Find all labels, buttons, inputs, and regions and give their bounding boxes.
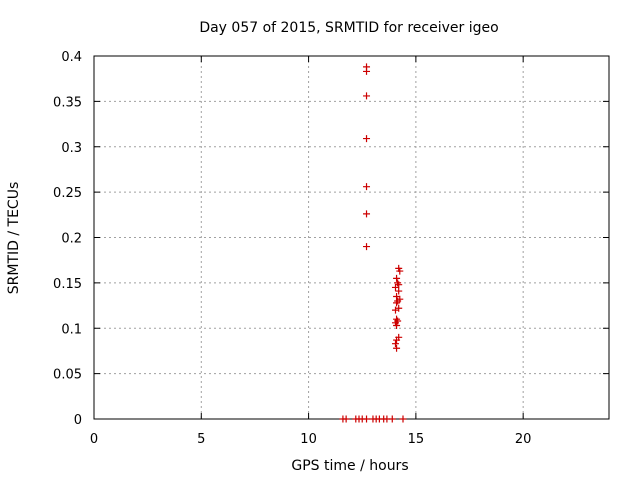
- data-point: [363, 92, 371, 100]
- data-point: [393, 336, 401, 344]
- data-point: [363, 210, 371, 218]
- y-tick-label: 0.25: [53, 186, 82, 201]
- data-point: [388, 415, 396, 423]
- data-point: [391, 306, 399, 314]
- data-point: [363, 243, 371, 251]
- data-point: [393, 322, 401, 330]
- x-tick-label: 20: [515, 432, 532, 447]
- data-point: [393, 344, 401, 352]
- data-point: [393, 315, 401, 323]
- axis-ticks: 0 0.05 0.1 0.15 0.2 0.25 0.3 0.35 0.4 0 5 10 15 20: [53, 50, 609, 447]
- x-tick-label: 0: [90, 432, 98, 447]
- x-axis-label: GPS time / hours: [291, 458, 408, 474]
- y-tick-label: 0.3: [61, 141, 82, 156]
- x-tick-label: 5: [197, 432, 205, 447]
- x-tick-label: 15: [408, 432, 425, 447]
- data-point: [395, 287, 403, 295]
- chart-title: Day 057 of 2015, SRMTID for receiver ige…: [199, 20, 498, 36]
- x-tick-label: 10: [300, 432, 317, 447]
- data-point: [363, 67, 371, 75]
- data-point: [393, 274, 401, 282]
- y-tick-label: 0.1: [61, 322, 82, 337]
- data-point: [391, 340, 399, 348]
- grid-lines: [94, 56, 609, 419]
- y-axis-label: SRMTID / TECUs: [6, 182, 22, 295]
- y-tick-label: 0.4: [61, 50, 82, 65]
- data-point: [363, 415, 371, 423]
- plot-frame: [93, 55, 610, 420]
- data-points: [339, 63, 407, 423]
- data-point: [393, 299, 401, 307]
- data-point: [363, 183, 371, 191]
- y-tick-label: 0.35: [53, 95, 82, 110]
- data-point: [396, 267, 404, 275]
- data-point: [391, 283, 399, 291]
- y-tick-label: 0.05: [53, 368, 82, 383]
- data-point: [363, 135, 371, 143]
- data-point: [342, 415, 350, 423]
- data-point: [399, 415, 407, 423]
- y-tick-label: 0.2: [61, 232, 82, 247]
- y-tick-label: 0.15: [53, 277, 82, 292]
- y-tick-label: 0: [74, 413, 82, 428]
